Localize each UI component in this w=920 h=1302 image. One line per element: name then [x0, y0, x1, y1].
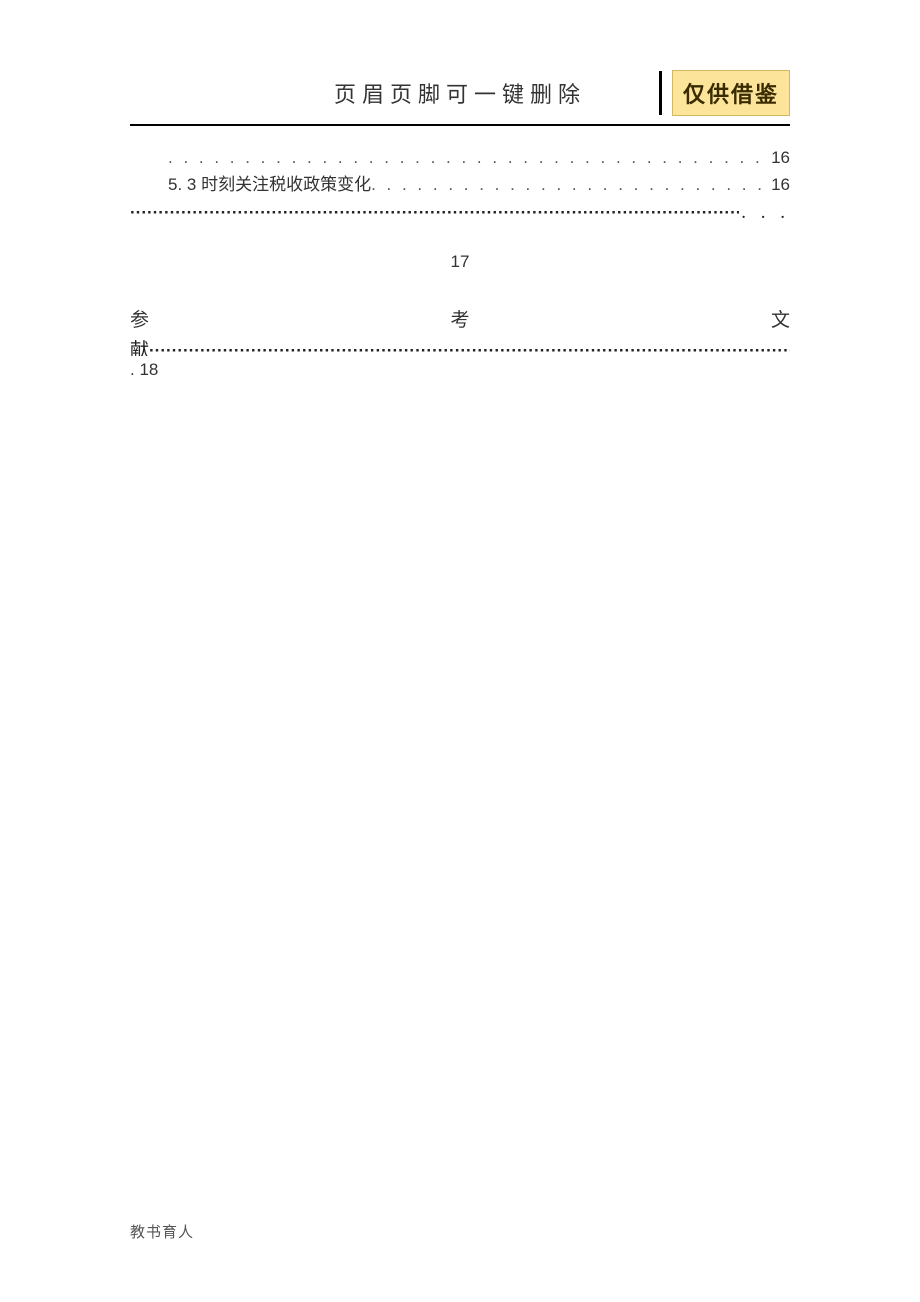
- toc-page-number: 16: [767, 171, 790, 198]
- ref-char-1: 参: [130, 306, 149, 336]
- document-page: 页眉页脚可一键删除 仅供借鉴 . . . . . . . . . . . . .…: [0, 0, 920, 1302]
- toc-leader-dots: . . . . . . . . . . . . . . . . . . . . …: [168, 144, 767, 171]
- thick-dots-fill: ········································…: [130, 199, 739, 218]
- toc-leader-dots: . . . . . . . . . . . . . . . . . . . . …: [371, 171, 767, 198]
- toc-entry-section-5-3: 5. 3 时刻关注税收政策变化 . . . . . . . . . . . . …: [130, 171, 790, 198]
- ref-char-2: 考: [450, 306, 469, 336]
- toc-thick-separator: ········································…: [130, 198, 790, 218]
- references-heading: 参 考 文: [130, 306, 790, 336]
- references-line-2: 献 ······································…: [130, 336, 790, 356]
- ref-char-3: 文: [771, 306, 790, 336]
- header-divider: [659, 71, 662, 115]
- trailing-dots: . . .: [739, 198, 790, 218]
- header-title: 页眉页脚可一键删除: [334, 77, 586, 109]
- toc-page-number: 16: [767, 144, 790, 171]
- header-badge-group: 仅供借鉴: [659, 70, 790, 116]
- ref-char-4: 献: [130, 336, 149, 356]
- page-header: 页眉页脚可一键删除 仅供借鉴: [130, 70, 790, 126]
- page-footer: 教书育人: [130, 1221, 194, 1242]
- toc-content: . . . . . . . . . . . . . . . . . . . . …: [130, 144, 790, 383]
- toc-entry-dots-only: . . . . . . . . . . . . . . . . . . . . …: [130, 144, 790, 171]
- reference-only-badge: 仅供借鉴: [672, 70, 790, 116]
- thick-dots-fill: ········································…: [149, 337, 790, 356]
- references-page-number: . 18: [130, 356, 790, 383]
- center-page-number: 17: [130, 248, 790, 275]
- toc-section-label: 5. 3 时刻关注税收政策变化: [168, 171, 371, 198]
